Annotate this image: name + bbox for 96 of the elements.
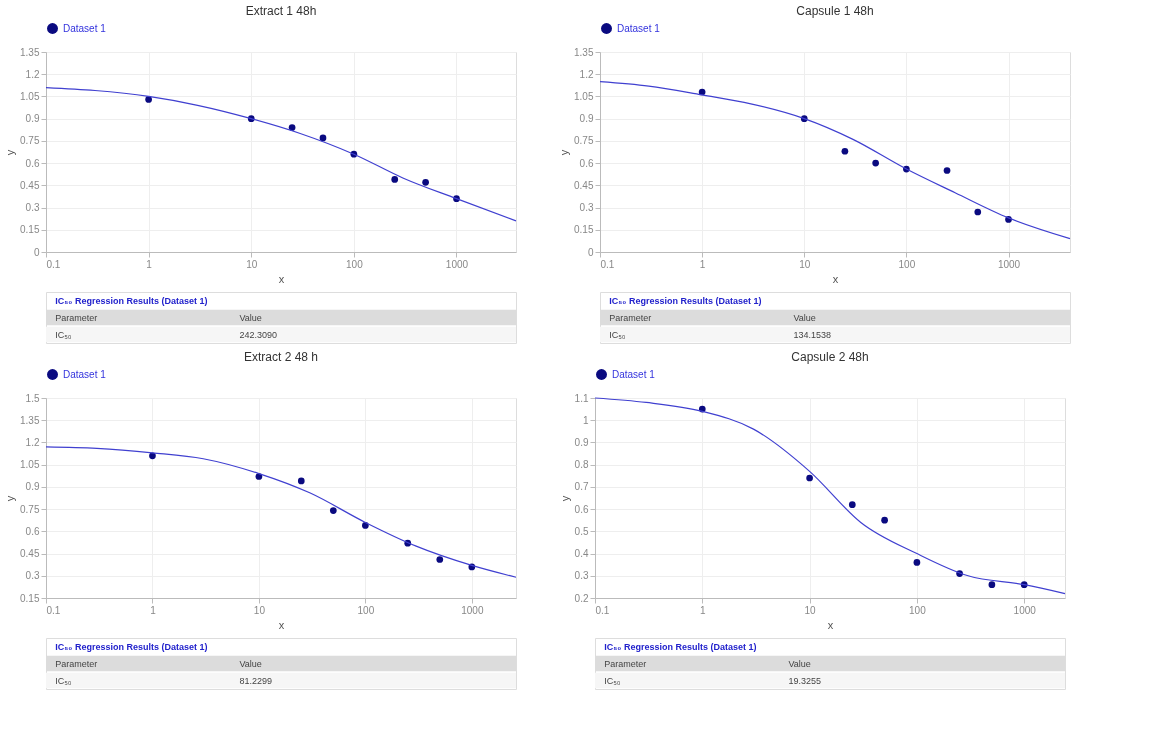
x-tick-label: 10: [804, 604, 817, 616]
chart-title: Extract 1 48h: [245, 4, 317, 18]
y-tick-label: 0.6: [579, 157, 594, 169]
y-tick-label: 1.5: [25, 392, 40, 404]
y-tick-label: 0.45: [20, 179, 40, 191]
y-axis-title: y: [558, 495, 571, 502]
x-tick-label: 0.1: [595, 604, 610, 616]
text: 19.3255: [788, 675, 822, 686]
y-tick-label: 0.4: [574, 548, 589, 560]
x-tick-label: 0.1: [46, 258, 61, 270]
text: Value: [239, 658, 262, 669]
x-tick-label: 1: [699, 258, 706, 270]
legend-label: Dataset 1: [63, 22, 107, 34]
y-tick-label: 1.2: [25, 436, 40, 448]
chart-title: Extract 2 48 h: [243, 350, 319, 364]
y-tick-label: 0.2: [574, 592, 589, 604]
y-tick-label: 0.3: [579, 202, 594, 214]
x-tick-label: 100: [898, 258, 916, 270]
text: Parameter: [604, 658, 647, 669]
text: IC₅₀ Regression Results (Dataset 1): [609, 295, 762, 306]
y-tick-label: 0.6: [25, 157, 40, 169]
x-tick-label: 100: [346, 258, 364, 270]
x-tick-label: 1000: [461, 604, 484, 616]
y-tick-label: 0.15: [20, 224, 40, 236]
y-tick-label: 0.45: [574, 179, 594, 191]
x-tick-label: 1: [150, 604, 157, 616]
text: IC₅₀: [609, 329, 626, 340]
y-tick-label: 0: [33, 246, 40, 258]
y-tick-label: 1.35: [20, 414, 40, 426]
y-tick-label: 0.15: [574, 224, 594, 236]
y-tick-label: 0.45: [20, 548, 40, 560]
y-tick-label: 1.05: [574, 90, 594, 102]
y-tick-label: 0.7: [574, 481, 589, 493]
x-tick-label: 1000: [997, 258, 1021, 270]
y-axis-title: y: [558, 149, 571, 156]
y-tick-label: 1.1: [574, 392, 589, 404]
x-tick-label: 10: [799, 258, 811, 270]
y-tick-label: 1: [582, 414, 589, 426]
x-axis-title: x: [278, 618, 285, 631]
text: IC₅₀: [604, 675, 621, 686]
y-tick-label: 0.75: [574, 135, 594, 147]
y-tick-label: 0.75: [20, 135, 40, 147]
y-tick-label: 0.3: [25, 570, 40, 582]
text: IC₅₀: [55, 329, 72, 340]
y-tick-label: 0.9: [25, 113, 40, 125]
y-tick-label: 1.05: [20, 90, 40, 102]
text: IC₅₀: [55, 675, 72, 686]
y-tick-label: 0.3: [25, 202, 40, 214]
y-axis-title: y: [4, 149, 17, 156]
x-axis-title: x: [278, 272, 285, 285]
x-tick-label: 10: [253, 604, 266, 616]
y-tick-label: 1.35: [574, 46, 594, 58]
y-tick-label: 0: [587, 246, 594, 258]
x-tick-label: 1: [700, 604, 707, 616]
text: Value: [788, 658, 811, 669]
y-tick-label: 0.6: [25, 525, 40, 537]
y-tick-label: 1.2: [25, 68, 40, 80]
text: IC₅₀ Regression Results (Dataset 1): [55, 295, 208, 306]
text: Parameter: [55, 658, 98, 669]
text: Value: [793, 312, 816, 323]
text: 81.2299: [239, 675, 273, 686]
x-tick-label: 0.1: [600, 258, 615, 270]
x-tick-label: 100: [909, 604, 927, 616]
x-tick-label: 100: [357, 604, 375, 616]
text: Parameter: [609, 312, 652, 323]
text: 242.3090: [239, 329, 278, 340]
x-axis-title: x: [827, 618, 834, 631]
chart-title: Capsule 2 48h: [791, 350, 869, 364]
text: Value: [239, 312, 262, 323]
y-tick-label: 0.5: [574, 525, 589, 537]
y-tick-label: 0.8: [574, 459, 589, 471]
legend-label: Dataset 1: [63, 368, 107, 380]
y-tick-label: 1.05: [20, 459, 40, 471]
x-tick-label: 10: [246, 258, 258, 270]
legend-label: Dataset 1: [612, 368, 656, 380]
x-tick-label: 1000: [1013, 604, 1037, 616]
x-tick-label: 1: [146, 258, 153, 270]
chart-title: Capsule 1 48h: [796, 4, 874, 18]
text: IC₅₀ Regression Results (Dataset 1): [55, 641, 208, 652]
text: Parameter: [55, 312, 98, 323]
y-tick-label: 0.9: [579, 113, 594, 125]
x-axis-title: x: [832, 272, 839, 285]
y-tick-label: 0.9: [574, 436, 589, 448]
y-tick-label: 1.35: [20, 46, 40, 58]
y-tick-label: 0.6: [574, 503, 589, 515]
x-tick-label: 0.1: [46, 604, 61, 616]
y-axis-title: y: [4, 495, 17, 502]
y-tick-label: 0.15: [20, 592, 40, 604]
y-tick-label: 1.2: [579, 68, 594, 80]
y-tick-label: 0.75: [20, 503, 40, 515]
x-tick-label: 1000: [445, 258, 469, 270]
text: IC₅₀ Regression Results (Dataset 1): [604, 641, 757, 652]
text: 134.1538: [793, 329, 832, 340]
y-tick-label: 0.9: [25, 481, 40, 493]
y-tick-label: 0.3: [574, 570, 589, 582]
legend-label: Dataset 1: [617, 22, 661, 34]
